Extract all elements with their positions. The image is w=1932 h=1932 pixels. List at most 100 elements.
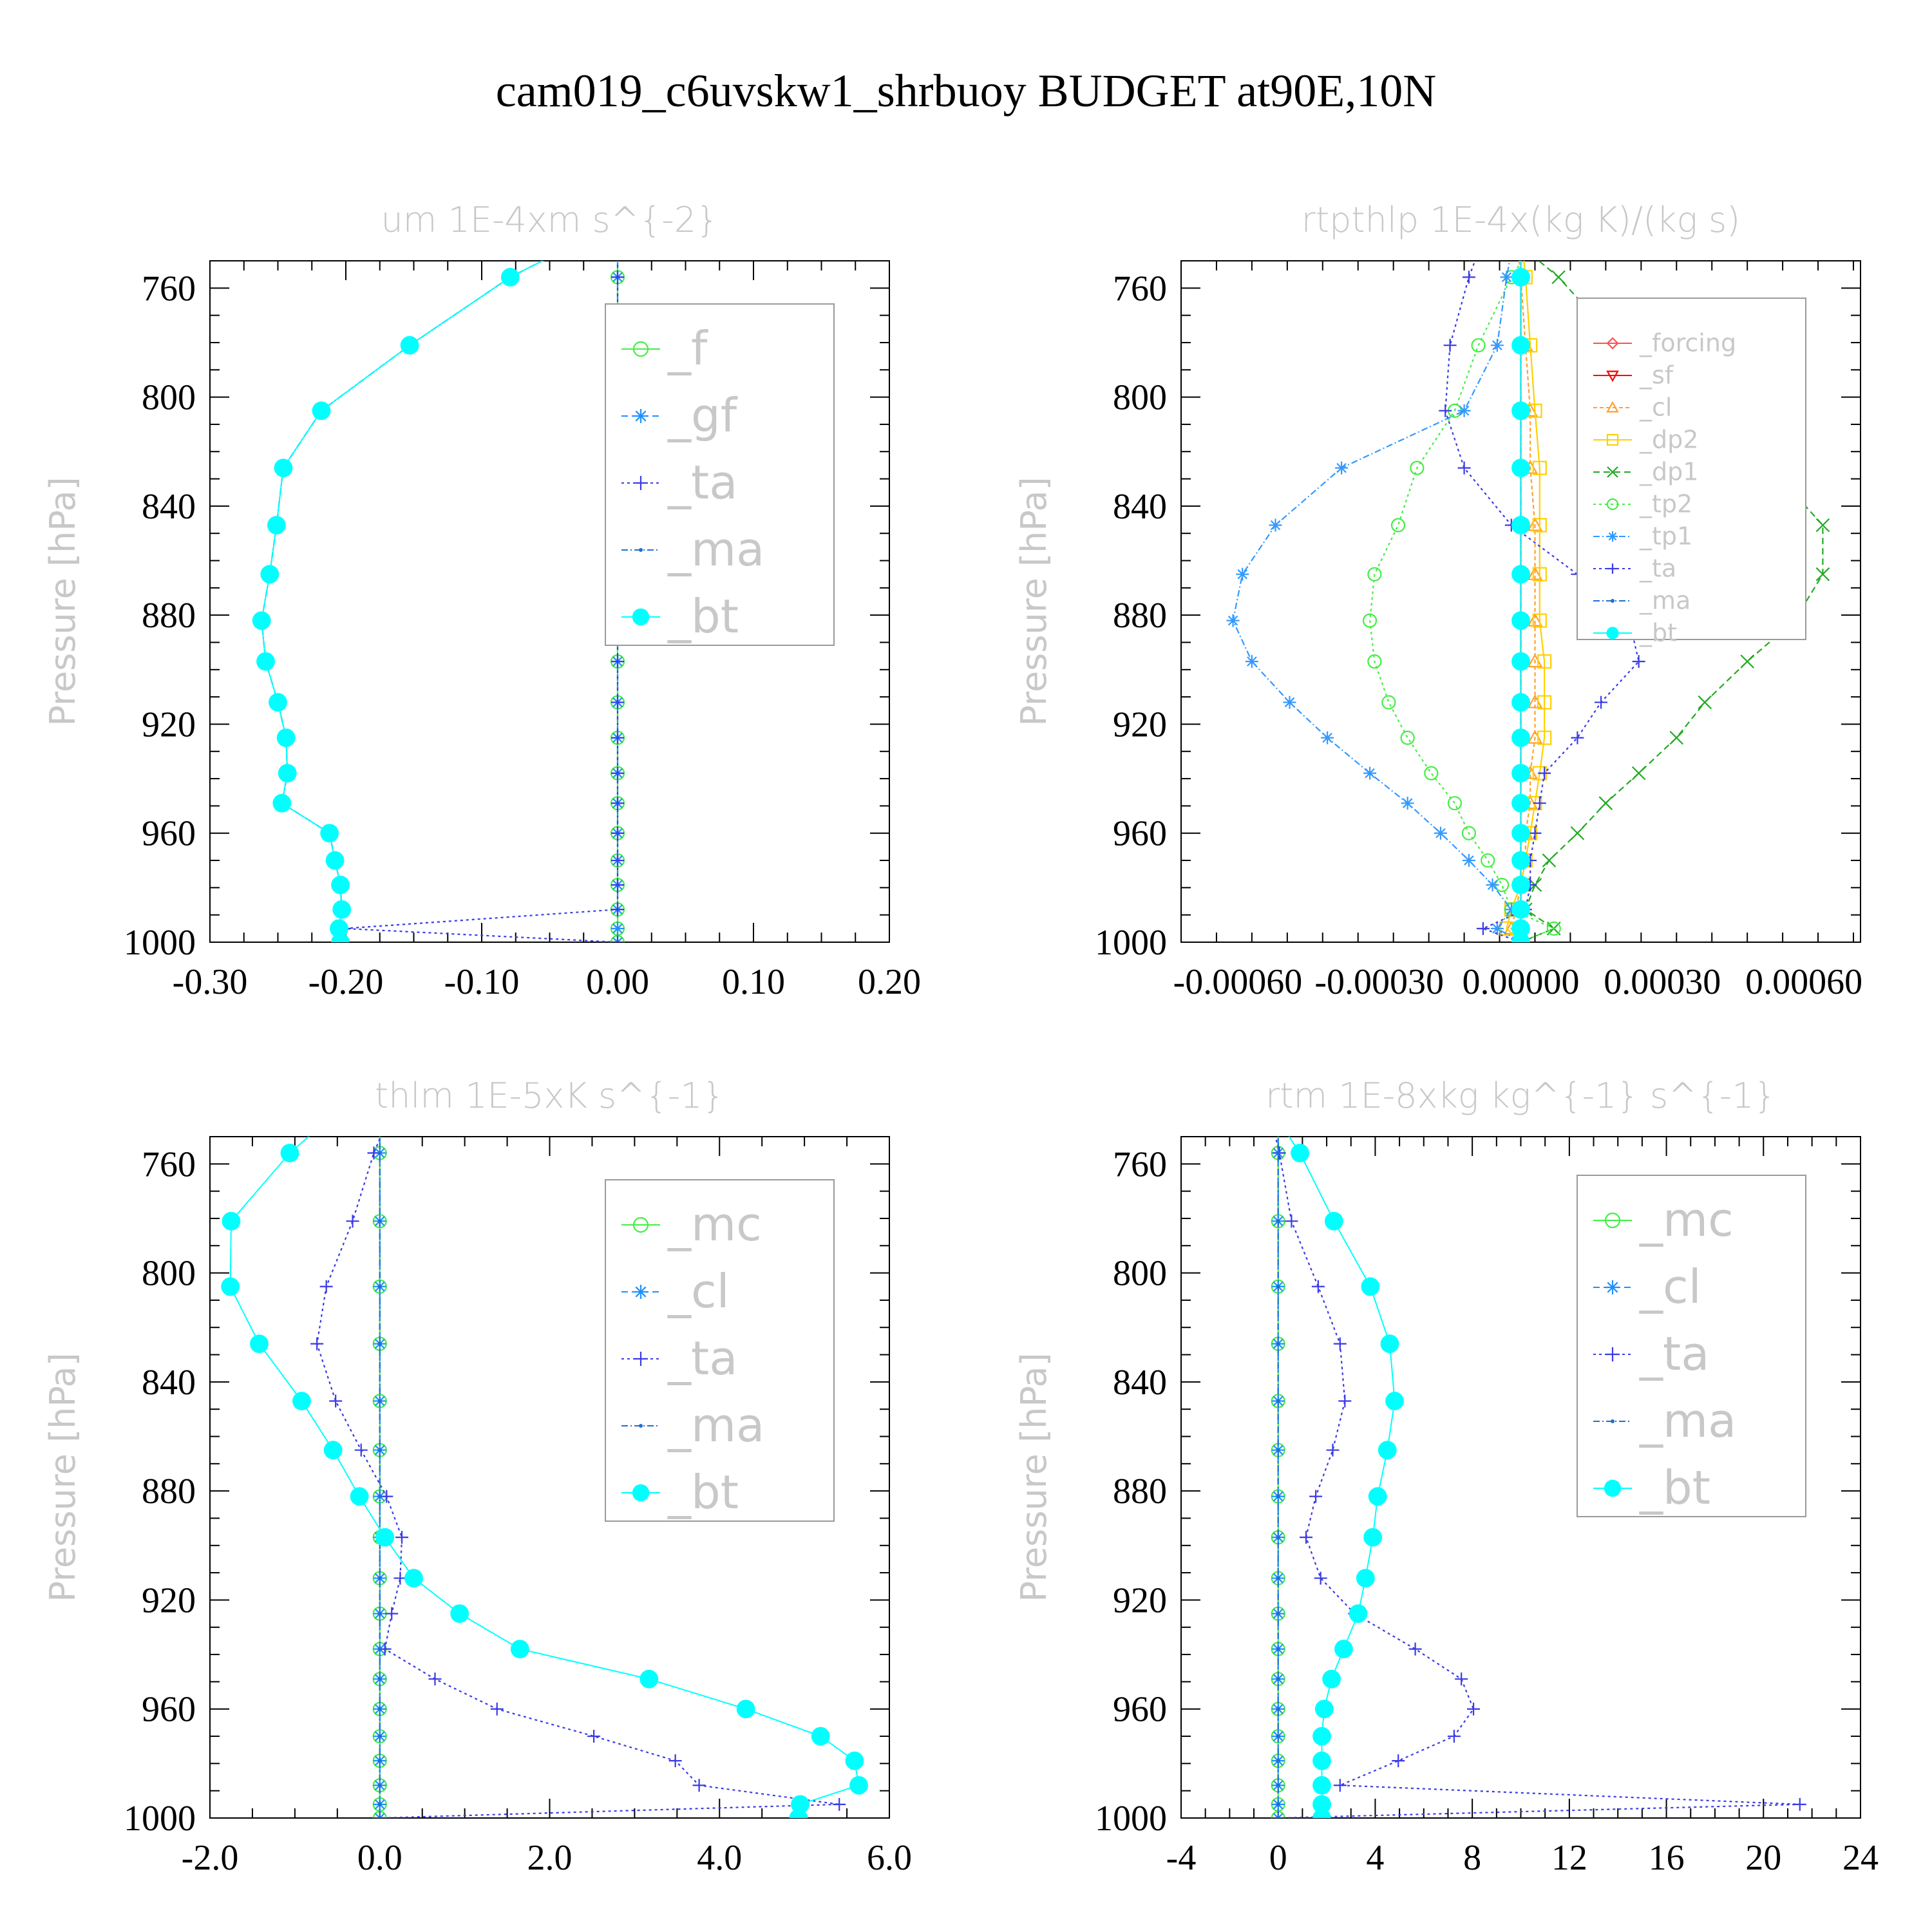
data-point <box>1380 1334 1399 1354</box>
y-tick-label: 840 <box>1113 487 1167 527</box>
chart-panel-3: thlm 1E-5xK s^{-1} Pressure [hPa] 760 800 84… <box>43 1075 912 1878</box>
data-point <box>377 1611 382 1616</box>
data-point <box>500 267 520 287</box>
data-point <box>1740 654 1754 668</box>
legend-marker <box>634 1285 648 1299</box>
data-point <box>1334 1640 1353 1659</box>
data-point <box>1669 730 1684 745</box>
data-point <box>1276 1341 1280 1346</box>
data-point <box>377 1647 382 1651</box>
data-point <box>1285 1215 1298 1228</box>
data-point <box>1537 695 1552 710</box>
data-point <box>1815 518 1830 533</box>
data-point <box>1546 921 1561 936</box>
y-axis-label: Pressure [hPa] <box>43 1352 83 1602</box>
x-tick-label: -0.10 <box>444 962 520 1002</box>
legend-label: _gf <box>667 388 738 442</box>
legend-marker <box>639 1424 643 1428</box>
data-point <box>1276 1783 1280 1788</box>
data-point <box>375 1528 395 1547</box>
legend-label: _bt <box>1639 1461 1710 1515</box>
data-point <box>1542 853 1557 867</box>
data-point <box>280 1143 299 1162</box>
data-point <box>1314 1700 1334 1719</box>
x-tick-label: 2.0 <box>527 1838 573 1878</box>
x-tick-label: 0.20 <box>858 962 921 1002</box>
data-point <box>1511 565 1530 584</box>
data-point <box>1632 655 1645 668</box>
data-point <box>1532 613 1547 628</box>
data-point <box>811 1727 830 1746</box>
data-point <box>272 793 292 813</box>
legend-marker <box>1605 1347 1620 1361</box>
legend-label: _ta <box>1639 1327 1709 1381</box>
data-point <box>332 900 352 919</box>
data-point <box>1447 796 1463 811</box>
data-point <box>1276 1494 1280 1499</box>
data-point <box>330 919 348 938</box>
data-point <box>1312 1808 1331 1818</box>
data-point <box>1401 797 1414 810</box>
data-point <box>1527 566 1543 580</box>
data-point <box>1490 922 1504 935</box>
data-point <box>1511 764 1530 783</box>
data-point <box>611 797 624 810</box>
data-point <box>1312 1751 1331 1770</box>
data-point <box>1276 1535 1280 1540</box>
data-point <box>319 1280 333 1293</box>
data-point <box>1511 728 1530 747</box>
legend-label: _cl <box>667 1264 730 1318</box>
data-point <box>377 1576 382 1580</box>
data-point <box>1269 518 1282 532</box>
x-tick-label: 20 <box>1745 1838 1781 1878</box>
y-tick-label: 920 <box>1113 705 1167 744</box>
legend-label: _cl <box>1639 1260 1701 1314</box>
data-point <box>1309 1490 1323 1503</box>
y-tick-label: 760 <box>142 269 196 308</box>
data-point <box>325 851 345 870</box>
y-tick-label: 840 <box>142 1363 196 1403</box>
data-point <box>1236 567 1249 581</box>
data-point <box>611 878 624 892</box>
legend-label: _cl <box>1639 393 1672 422</box>
data-point <box>1533 797 1546 810</box>
data-point <box>1276 1647 1280 1651</box>
data-point <box>1462 854 1475 867</box>
data-point <box>1311 1280 1325 1293</box>
data-point <box>1551 270 1566 285</box>
data-point <box>1322 1669 1341 1689</box>
data-point <box>1378 1441 1397 1460</box>
series-group <box>1271 1137 1806 1818</box>
data-point <box>1511 459 1530 478</box>
y-tick-label: 960 <box>142 1690 196 1730</box>
data-point <box>1356 1569 1375 1587</box>
data-point <box>1476 922 1490 935</box>
legend-label: _forcing <box>1639 329 1736 357</box>
legend-label: _mc <box>667 1197 762 1251</box>
legend-label: _bt <box>667 1465 739 1519</box>
data-point <box>1511 401 1530 421</box>
data-point <box>320 824 339 843</box>
x-tick-label: 0.10 <box>722 962 785 1002</box>
data-point <box>1471 338 1486 353</box>
y-tick-label: 800 <box>142 1254 196 1294</box>
y-tick-label: 920 <box>142 1580 196 1620</box>
data-point <box>1276 1802 1280 1806</box>
x-tick-label: -0.00060 <box>1173 962 1303 1002</box>
data-point <box>1467 1702 1481 1716</box>
legend: _forcing _sf _cl _dp2 _dp1 _tp2 _tp1 _ta _ma _bt <box>1577 298 1806 647</box>
legend-label: _ma <box>1639 587 1690 615</box>
legend-marker <box>632 1217 649 1233</box>
data-point <box>260 565 279 584</box>
y-tick-label: 960 <box>1113 1690 1167 1730</box>
data-point <box>267 516 286 535</box>
legend-marker <box>1607 564 1618 574</box>
data-point <box>385 1607 399 1620</box>
data-point <box>845 1751 864 1770</box>
data-point <box>611 696 624 709</box>
data-point <box>256 652 275 671</box>
legend-box <box>1577 1175 1806 1517</box>
legend-label: _sf <box>1639 361 1674 390</box>
data-point <box>1385 1392 1404 1410</box>
